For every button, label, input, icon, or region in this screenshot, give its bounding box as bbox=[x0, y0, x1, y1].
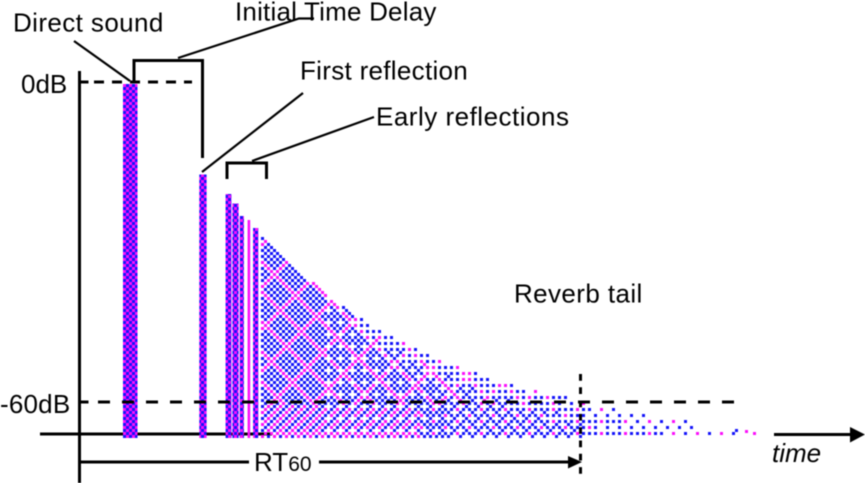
svg-text:-60dB: -60dB bbox=[0, 389, 70, 419]
svg-text:0dB: 0dB bbox=[21, 69, 67, 99]
svg-text:Early reflections: Early reflections bbox=[376, 102, 569, 132]
svg-text:First reflection: First reflection bbox=[300, 56, 468, 86]
svg-text:time: time bbox=[772, 438, 821, 468]
svg-text:Direct sound: Direct sound bbox=[13, 8, 164, 38]
svg-text:Reverb tail: Reverb tail bbox=[514, 279, 643, 309]
svg-text:Initial Time Delay: Initial Time Delay bbox=[235, 0, 437, 27]
